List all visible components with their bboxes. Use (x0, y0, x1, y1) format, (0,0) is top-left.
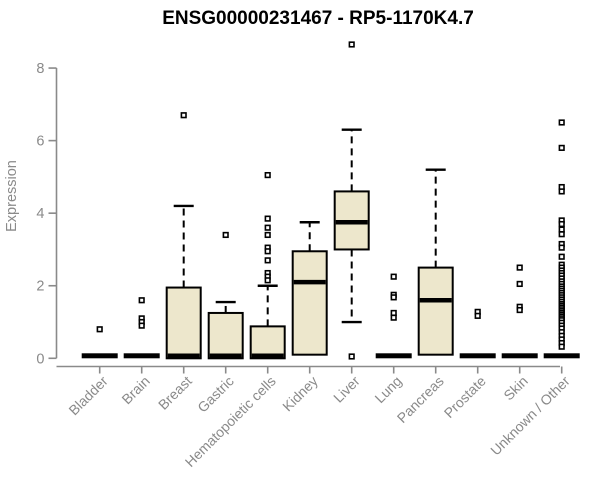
y-tick-label: 0 (36, 351, 44, 367)
x-tick-label: Liver (330, 373, 363, 406)
chart-title: ENSG00000231467 - RP5-1170K4.7 (162, 8, 474, 29)
outlier-point (264, 231, 271, 239)
outlier-point (558, 244, 565, 251)
outlier-point (222, 231, 229, 239)
median-bar-unknown-other (543, 353, 580, 359)
x-tick-label: Unknown / Other (487, 373, 573, 459)
outlier-point (516, 264, 523, 271)
outlier-point (558, 119, 565, 126)
outlier-point (474, 312, 481, 319)
outlier-point (264, 248, 271, 255)
median-bar-skin (501, 353, 538, 359)
outlier-point (180, 112, 187, 119)
outlier-point (516, 306, 523, 314)
median-bar-prostate (459, 353, 496, 359)
outlier-point (264, 257, 271, 264)
x-tick-label: Brain (118, 373, 152, 407)
x-tick-label: Bladder (65, 373, 111, 419)
outlier-point (138, 297, 145, 304)
outlier-point (96, 326, 103, 333)
outlier-point (558, 343, 565, 350)
box-breast (165, 286, 202, 360)
median-bar-bladder (81, 353, 118, 359)
median-bar-brain (123, 353, 160, 359)
median-bar-lung (375, 353, 412, 359)
outlier-point (558, 226, 565, 233)
outlier-point (264, 171, 271, 179)
outlier-point (558, 220, 565, 228)
outlier-point (264, 224, 271, 231)
y-tick-label: 4 (36, 206, 44, 222)
box-hematopoietic-cells (249, 325, 286, 360)
x-tick-label: Prostate (441, 373, 489, 421)
y-tick-label: 8 (36, 61, 44, 77)
x-tick-label: Pancreas (394, 373, 447, 426)
outlier-point (348, 353, 355, 360)
outlier-point (348, 41, 355, 48)
outlier-point (516, 280, 523, 288)
x-tick-label: Lung (371, 373, 404, 406)
outlier-point (390, 294, 397, 301)
y-axis-label: Expression (4, 160, 20, 232)
x-tick-label: Breast (155, 373, 195, 413)
outlier-point (558, 144, 565, 151)
x-tick-label: Skin (500, 373, 531, 404)
outlier-point (138, 322, 145, 329)
box-kidney (291, 250, 328, 356)
x-tick-label: Kidney (279, 373, 321, 415)
outlier-point (390, 309, 397, 317)
outlier-point (558, 188, 565, 195)
outlier-point (558, 231, 565, 238)
outlier-point (390, 273, 397, 280)
y-tick-label: 2 (36, 279, 44, 295)
y-tick-label: 6 (36, 134, 44, 150)
outlier-point (264, 215, 271, 222)
box-gastric (207, 311, 244, 360)
outlier-point (390, 314, 397, 321)
outlier-point (558, 253, 565, 260)
outlier-point (264, 277, 271, 284)
box-pancreas (417, 266, 454, 356)
